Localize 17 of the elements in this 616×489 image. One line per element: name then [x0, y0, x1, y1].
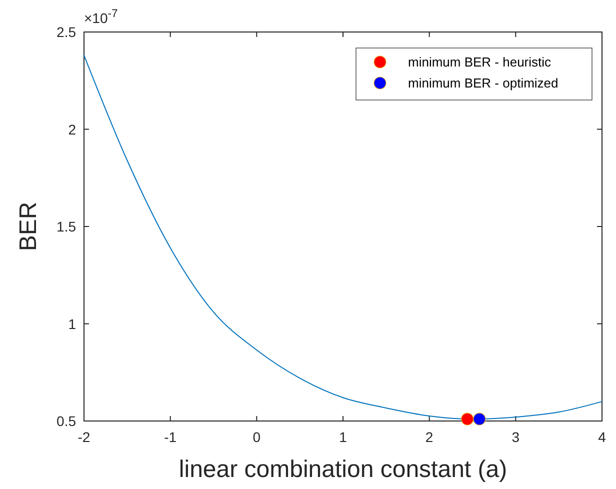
x-tick-label: -1 — [164, 429, 177, 445]
y-tick-label: 0.5 — [56, 413, 76, 429]
x-tick-label: -2 — [78, 429, 90, 445]
legend-label: minimum BER - heuristic — [408, 54, 552, 70]
y-tick-label: 1 — [68, 316, 76, 332]
text: ×10$^{-7}$ — [84, 8, 118, 26]
x-tick-label: 1 — [339, 429, 348, 445]
y-tick-label: 2.5 — [56, 24, 76, 40]
x-tick-label: 3 — [512, 429, 520, 445]
y-axis-title: BER — [15, 202, 42, 252]
x-tick-label: 0 — [252, 429, 261, 445]
y-tick-label: 2 — [68, 121, 76, 138]
x-axis-title: linear combination constant (a) — [178, 456, 508, 483]
x-tick-label: 2 — [425, 429, 434, 445]
y-tick-label: 1.5 — [56, 218, 76, 234]
x-tick-label: 4 — [598, 429, 606, 445]
legend-label: minimum BER - optimized — [408, 76, 558, 90]
